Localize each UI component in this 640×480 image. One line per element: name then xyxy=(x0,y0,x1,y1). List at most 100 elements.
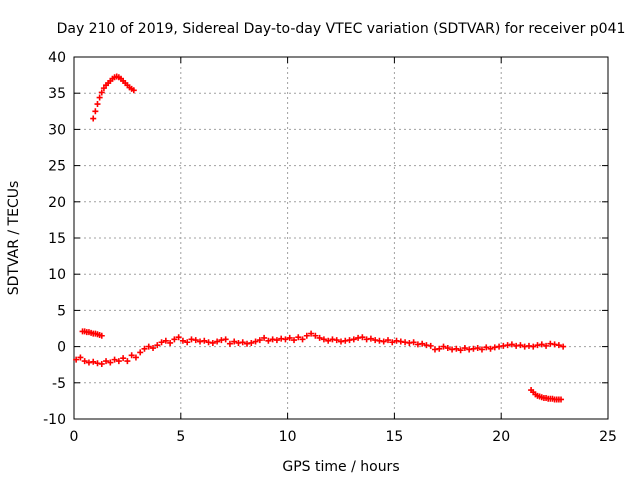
data-point xyxy=(96,94,103,101)
data-point xyxy=(286,334,293,341)
data-point xyxy=(461,345,468,352)
data-point xyxy=(517,342,524,349)
y-tick-label: 35 xyxy=(48,86,66,102)
series-tail xyxy=(528,387,565,403)
series-short xyxy=(79,328,105,339)
data-point xyxy=(124,358,131,365)
y-tick-labels: -10 -5 0 5 10 15 20 25 30 35 40 xyxy=(43,50,66,428)
data-point xyxy=(359,334,366,341)
x-tick-label: 25 xyxy=(599,429,617,445)
data-point xyxy=(444,345,451,352)
data-point xyxy=(320,336,327,343)
data-point xyxy=(92,108,99,115)
data-point xyxy=(295,334,302,341)
data-point xyxy=(453,345,460,352)
data-point xyxy=(248,339,255,346)
data-point xyxy=(145,343,152,350)
x-axis-label: GPS time / hours xyxy=(282,459,399,475)
y-tick-label: 20 xyxy=(48,195,66,211)
data-point xyxy=(128,352,135,359)
data-point xyxy=(90,358,97,365)
data-point xyxy=(478,346,485,353)
plot-frame xyxy=(73,56,609,420)
data-point xyxy=(209,339,216,346)
data-point xyxy=(273,337,280,344)
y-tick-label: 30 xyxy=(48,122,66,138)
data-point xyxy=(560,343,567,350)
x-tick-labels: 0 5 10 15 20 25 xyxy=(70,429,617,445)
data-point xyxy=(384,337,391,344)
data-point xyxy=(436,345,443,352)
y-tick-label: -5 xyxy=(52,376,66,392)
data-point xyxy=(103,358,110,365)
data-point xyxy=(162,337,169,344)
data-point xyxy=(158,339,165,346)
data-point xyxy=(73,356,80,363)
data-point xyxy=(214,338,221,345)
data-point xyxy=(380,338,387,345)
data-point xyxy=(120,355,127,362)
data-point xyxy=(154,342,161,349)
data-point xyxy=(427,342,434,349)
data-point xyxy=(256,337,263,344)
data-point xyxy=(440,343,447,350)
data-point xyxy=(111,356,118,363)
y-tick-label: 25 xyxy=(48,159,66,175)
data-point xyxy=(171,336,178,343)
series-main xyxy=(73,330,567,367)
data-point xyxy=(555,342,562,349)
x-tick-label: 15 xyxy=(385,429,403,445)
data-point xyxy=(483,344,490,351)
series-arc xyxy=(90,73,137,122)
data-point xyxy=(367,335,374,342)
y-tick-label: 40 xyxy=(48,50,66,66)
data-point xyxy=(130,87,137,94)
data-point xyxy=(167,339,174,346)
data-point xyxy=(222,336,229,343)
data-point xyxy=(98,360,105,367)
data-point xyxy=(98,89,105,96)
y-tick-label: -10 xyxy=(43,412,66,428)
data-marks xyxy=(73,73,567,403)
data-point xyxy=(226,340,233,347)
data-point xyxy=(487,345,494,352)
data-point xyxy=(265,337,272,344)
y-tick-label: 15 xyxy=(48,231,66,247)
x-tick-label: 5 xyxy=(176,429,185,445)
x-tick-label: 0 xyxy=(70,429,79,445)
data-point xyxy=(137,349,144,356)
y-tick-label: 5 xyxy=(57,303,66,319)
data-point xyxy=(201,337,208,344)
data-point xyxy=(94,101,101,108)
data-point xyxy=(419,340,426,347)
data-point xyxy=(308,330,315,337)
data-point xyxy=(98,332,105,339)
data-point xyxy=(107,359,114,366)
data-point xyxy=(184,339,191,346)
chart-title: Day 210 of 2019, Sidereal Day-to-day VTE… xyxy=(57,21,626,37)
data-point xyxy=(261,334,268,341)
x-tick-label: 20 xyxy=(492,429,510,445)
data-point xyxy=(299,336,306,343)
data-point xyxy=(474,345,481,352)
data-point xyxy=(175,334,182,341)
x-tick-label: 10 xyxy=(279,429,297,445)
data-point xyxy=(282,336,289,343)
data-point xyxy=(530,343,537,350)
data-point xyxy=(538,341,545,348)
data-point xyxy=(410,339,417,346)
data-point xyxy=(77,354,84,361)
data-point xyxy=(291,337,298,344)
data-point xyxy=(179,337,186,344)
data-point xyxy=(558,396,565,403)
data-point xyxy=(303,332,310,339)
data-point xyxy=(141,345,148,352)
data-point xyxy=(389,339,396,346)
data-point xyxy=(239,339,246,346)
data-point xyxy=(457,347,464,354)
data-point xyxy=(231,338,238,345)
data-point xyxy=(132,354,139,361)
data-point xyxy=(333,337,340,344)
data-point xyxy=(312,332,319,339)
data-point xyxy=(115,358,122,365)
